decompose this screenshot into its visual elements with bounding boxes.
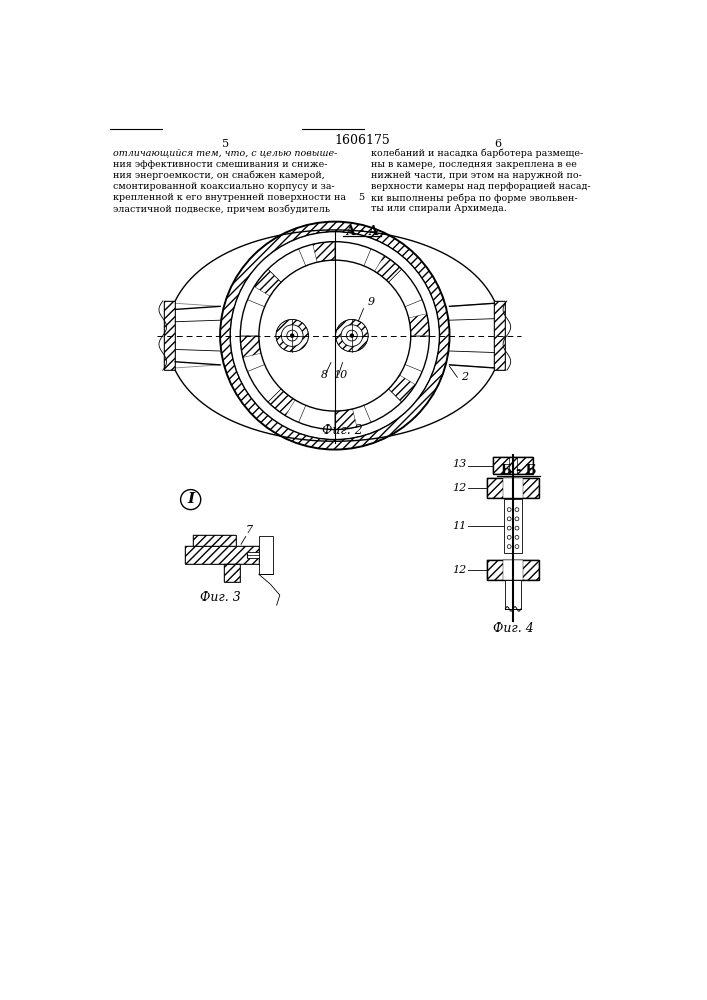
Text: Фиг. 2: Фиг. 2 — [322, 424, 363, 437]
Bar — [259, 536, 273, 574]
Text: 12: 12 — [452, 565, 467, 575]
Bar — [224, 564, 240, 582]
Text: 9: 9 — [368, 297, 375, 307]
Text: 6: 6 — [494, 139, 501, 149]
Text: 5: 5 — [222, 139, 229, 149]
Circle shape — [276, 319, 308, 352]
Text: колебаний и насадка барботера размеще-: колебаний и насадка барботера размеще- — [371, 148, 583, 158]
Circle shape — [336, 319, 368, 352]
Bar — [506, 580, 521, 609]
Bar — [486, 478, 539, 498]
Circle shape — [259, 260, 411, 411]
Text: Фиг. 3: Фиг. 3 — [200, 591, 240, 604]
Text: Б - Б: Б - Б — [501, 464, 536, 477]
Text: A - A: A - A — [345, 225, 379, 238]
Text: эластичной подвеске, причем возбудитель: эластичной подвеске, причем возбудитель — [113, 204, 330, 214]
Bar — [486, 560, 539, 580]
Text: 13: 13 — [452, 459, 467, 469]
Text: крепленной к его внутренней поверхности на: крепленной к его внутренней поверхности … — [113, 193, 346, 202]
Text: отличающийся тем, что, с целью повыше-: отличающийся тем, что, с целью повыше- — [113, 148, 337, 157]
Bar — [185, 546, 259, 564]
Bar — [193, 535, 235, 546]
Bar — [193, 535, 235, 546]
Text: 12: 12 — [452, 483, 467, 493]
Text: 8: 8 — [321, 370, 328, 380]
Text: 7: 7 — [246, 525, 253, 535]
Text: нижней части, при этом на наружной по-: нижней части, при этом на наружной по- — [371, 171, 582, 180]
Bar — [164, 301, 175, 370]
Circle shape — [341, 325, 363, 346]
Text: ки выполнены ребра по форме эвольвен-: ки выполнены ребра по форме эвольвен- — [371, 193, 578, 203]
Text: 5: 5 — [358, 193, 364, 202]
Bar — [504, 499, 522, 553]
Text: Фиг. 4: Фиг. 4 — [493, 622, 534, 635]
Bar — [493, 457, 533, 474]
Text: 11: 11 — [452, 521, 467, 531]
Text: ты или спирали Архимеда.: ты или спирали Архимеда. — [371, 204, 507, 213]
Bar — [164, 301, 175, 370]
Bar — [486, 560, 539, 580]
Bar — [247, 552, 263, 558]
Text: ны в камере, последняя закреплена в ее: ны в камере, последняя закреплена в ее — [371, 160, 577, 169]
Text: ния эффективности смешивания и сниже-: ния эффективности смешивания и сниже- — [113, 160, 327, 169]
Bar — [224, 564, 240, 582]
Text: I: I — [187, 492, 194, 506]
Circle shape — [291, 334, 293, 337]
Bar — [493, 457, 533, 474]
Text: 10: 10 — [333, 370, 348, 380]
Bar — [185, 546, 259, 564]
Text: 2: 2 — [461, 372, 468, 382]
Bar — [486, 478, 539, 498]
Bar — [503, 560, 523, 580]
Bar — [503, 478, 523, 498]
Text: смонтированной коаксиально корпусу и за-: смонтированной коаксиально корпусу и за- — [113, 182, 335, 191]
Text: 1606175: 1606175 — [335, 134, 390, 147]
Bar — [494, 301, 506, 370]
Text: ния энергоемкости, он снабжен камерой,: ния энергоемкости, он снабжен камерой, — [113, 171, 325, 180]
Circle shape — [351, 334, 354, 337]
Text: верхности камеры над перфорацией насад-: верхности камеры над перфорацией насад- — [371, 182, 591, 191]
Circle shape — [281, 325, 303, 346]
Bar — [494, 301, 506, 370]
